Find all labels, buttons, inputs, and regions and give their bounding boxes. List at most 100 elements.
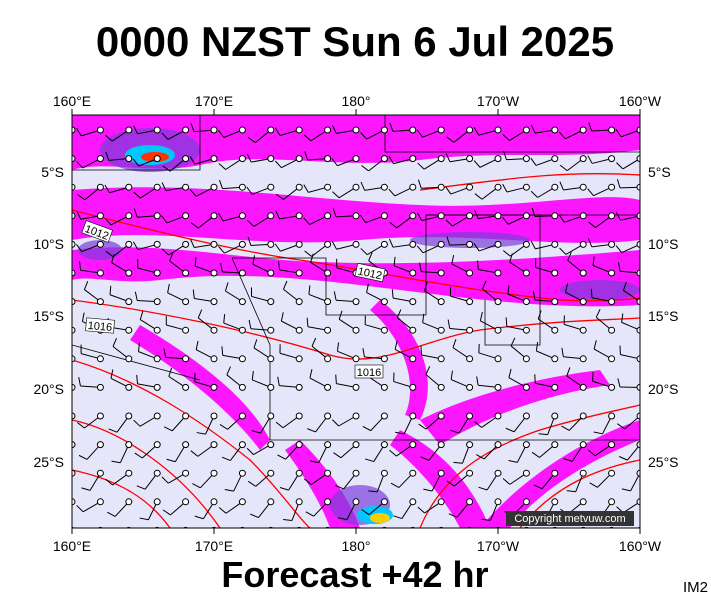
barb-flag [593,340,597,350]
station [608,212,616,220]
wind-barb [558,126,587,140]
wind-barb [189,155,218,165]
station [72,412,76,420]
barb-flag [83,281,89,290]
wind-barb [76,498,104,513]
wind-barb [617,378,640,391]
right-axis-label: 10°S [648,236,679,252]
barb-flag [531,451,540,458]
wind-barb [72,155,76,163]
left-axis-label: 25°S [33,454,64,470]
barb-flag [223,314,226,324]
wind-barb [173,526,189,546]
wind-barb [505,317,530,334]
station [352,212,360,220]
code: IM2 [683,579,708,596]
wind-barb [161,212,190,224]
station [210,498,218,506]
wind-barb [474,183,502,200]
wind-barb [72,240,76,248]
station [267,355,275,363]
station [352,412,360,420]
barb-flag [388,188,396,197]
barb-flag [615,129,622,138]
barb-flag [416,212,423,221]
barb-flag [416,129,423,138]
station [437,355,445,363]
station [522,383,530,391]
barb-flag [132,158,140,167]
barb-flag [368,490,378,493]
station [210,441,218,449]
wind-barb [251,370,275,391]
station [238,126,246,134]
barb-flag [474,193,483,200]
barb-flag [76,505,84,513]
barb-flag [224,488,234,492]
station [636,155,640,163]
barb-shaft [173,530,185,546]
wind-barb [134,291,161,306]
wind-barb [111,441,133,464]
barb-flag [502,250,511,257]
wind-barb [467,526,473,528]
station [494,383,502,391]
wind-barb [478,469,502,491]
station [466,183,474,191]
station [551,298,559,306]
barb-flag [559,164,568,172]
station [153,441,161,449]
barb-flag [366,283,369,293]
barb-flag [246,219,255,227]
station [380,326,388,334]
barb-flag [55,340,58,349]
barb-flag [479,311,483,321]
wind-barb [72,326,76,334]
station [72,469,76,477]
station [210,240,218,248]
station [324,469,332,477]
wind-barb [510,337,530,363]
station [210,469,218,477]
station [608,326,616,334]
barb-shaft [72,215,73,217]
station [608,469,616,477]
station [579,298,587,306]
barb-flag [275,421,284,429]
station [551,212,559,220]
wind-barb [195,340,218,363]
wind-barb [416,240,445,254]
wind-barb [508,368,530,391]
barb-shaft [570,530,583,545]
barb-flag [587,449,596,457]
station [551,469,559,477]
station [409,298,417,306]
barb-flag [77,194,86,201]
station [380,498,388,506]
barb-flag [616,162,624,170]
station [579,498,587,506]
barb-flag [163,426,173,432]
wind-barb [535,258,559,277]
barb-flag [104,217,112,226]
station [494,355,502,363]
barb-flag [50,121,52,130]
station [72,183,76,191]
wind-barb [335,374,360,391]
barb-flag [474,421,482,428]
barb-flag [110,369,114,379]
station [295,355,303,363]
wind-barb [368,469,388,493]
station [608,240,616,248]
wind-barb [450,370,474,391]
station [96,269,104,277]
station [437,240,445,248]
station [522,269,530,277]
wind-barb [360,240,388,256]
station [96,212,104,220]
wind-barb [132,155,161,167]
station [96,183,104,191]
barb-flag [395,431,405,435]
wind-barb [168,367,190,391]
barb-flag [416,245,424,254]
